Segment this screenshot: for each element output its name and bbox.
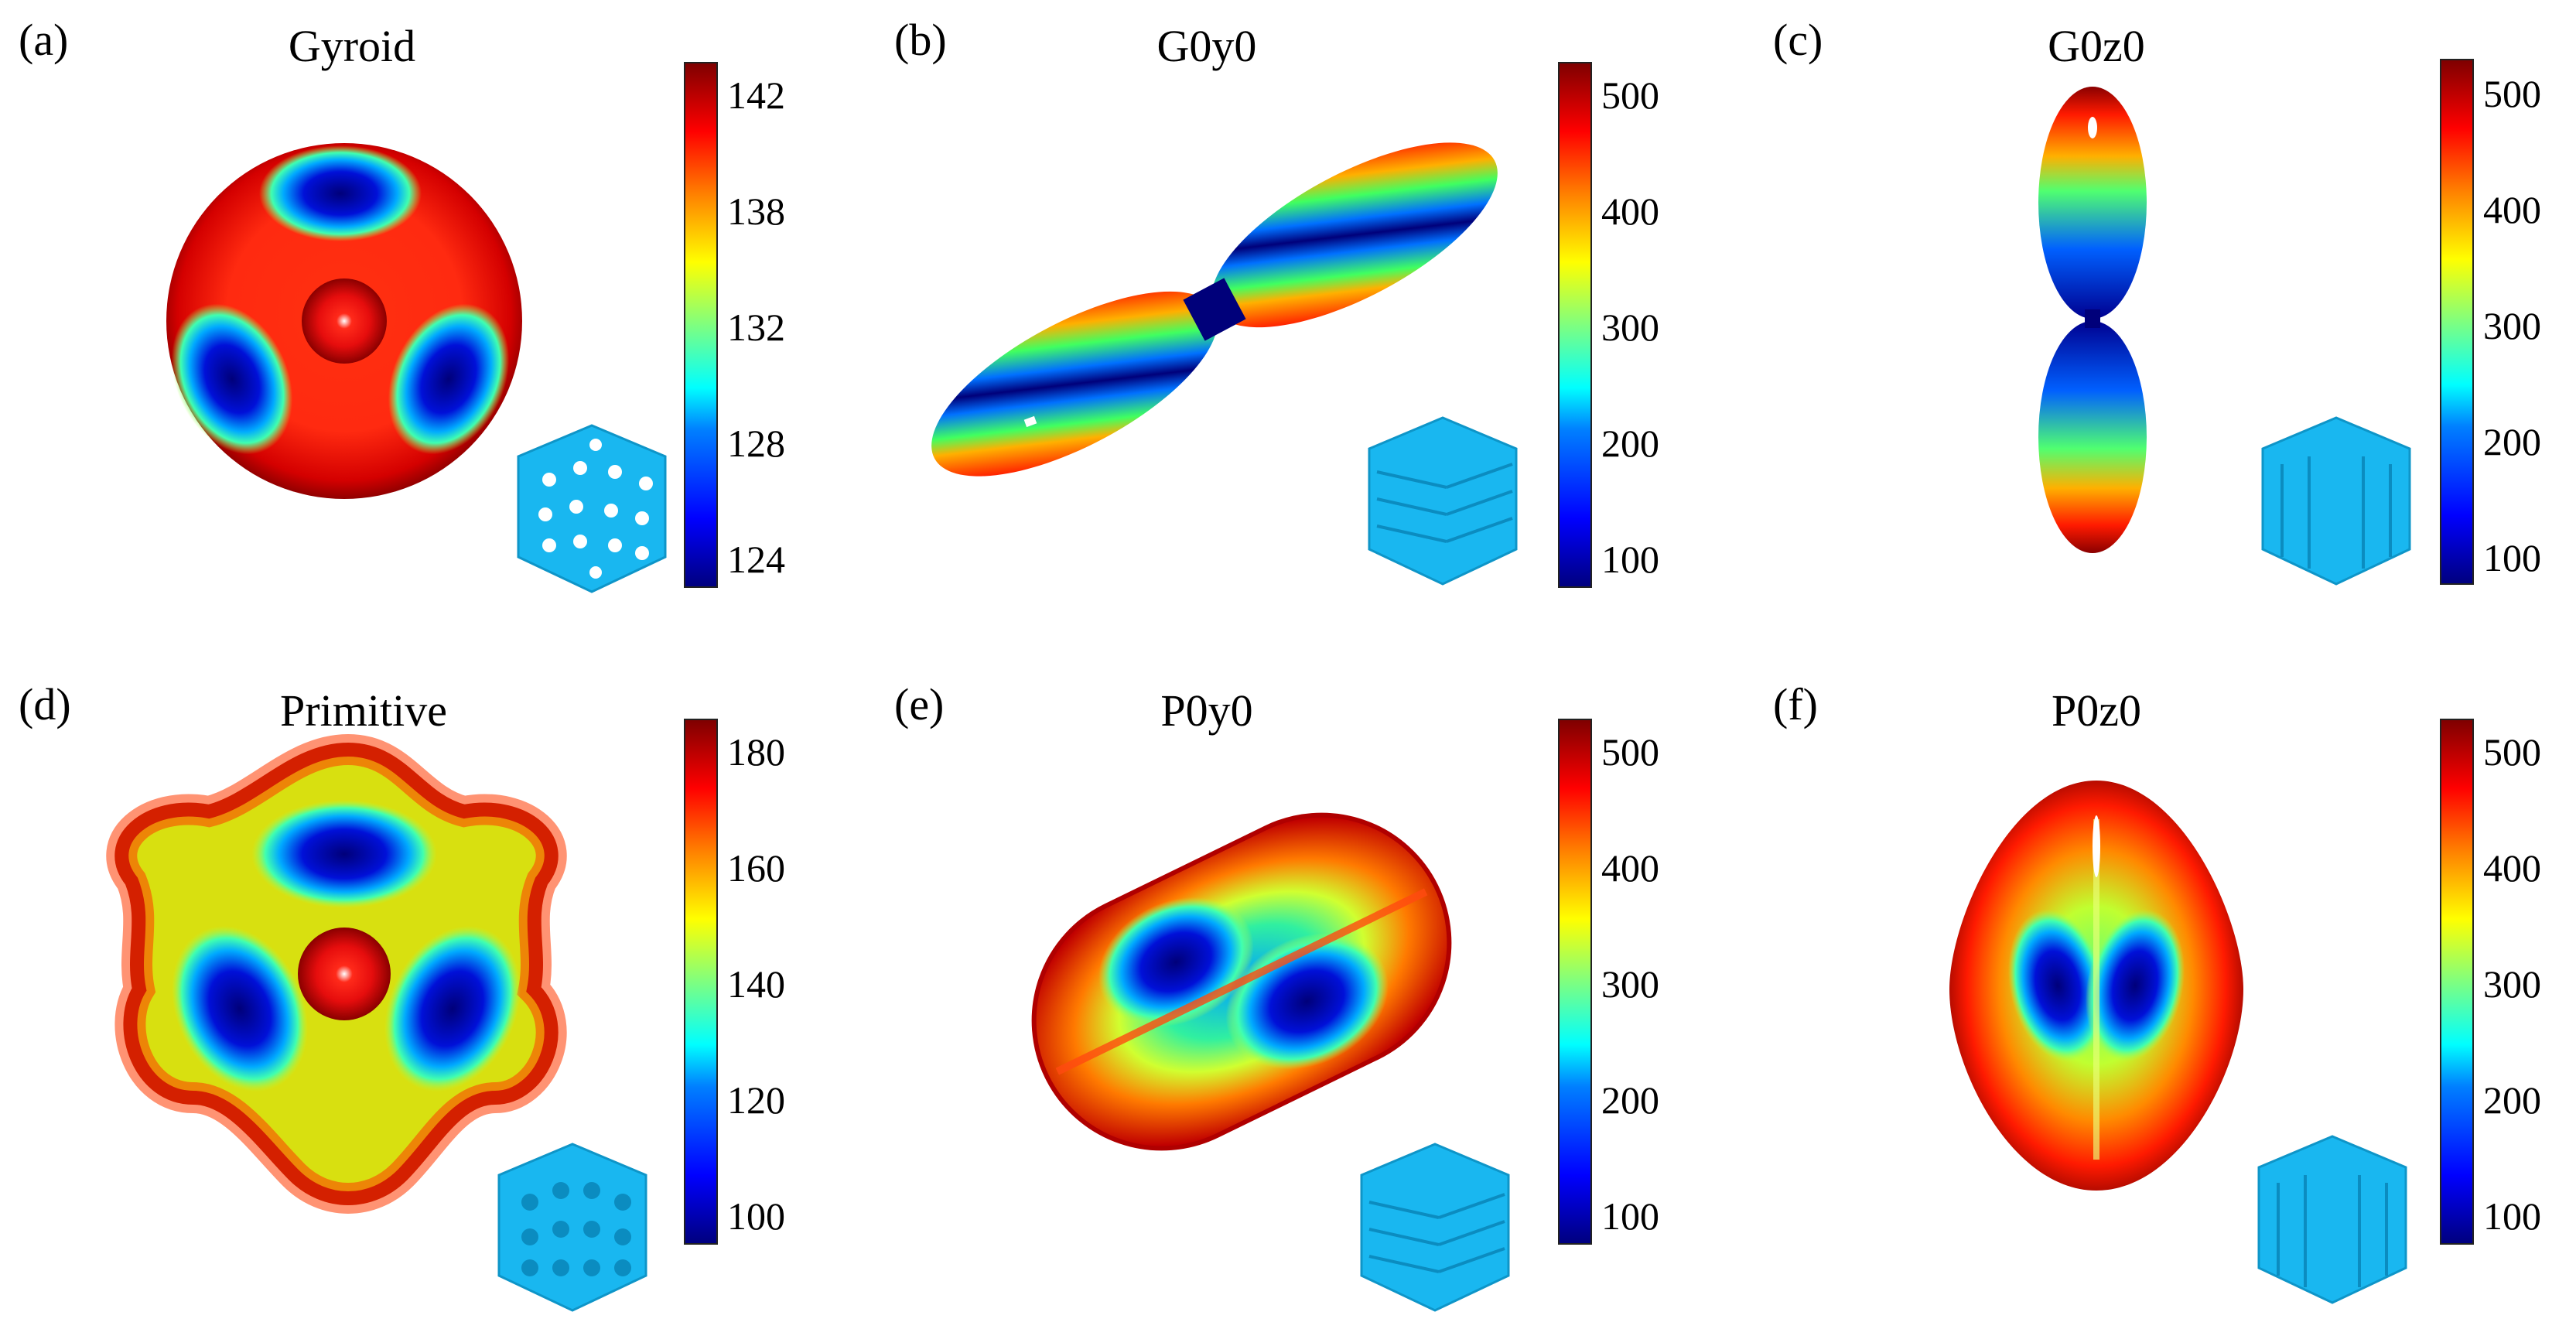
panel-title: Primitive (280, 685, 447, 736)
tick-label: 200 (1601, 1078, 1659, 1122)
tick-label: 300 (2483, 962, 2541, 1006)
tick-label: 300 (1601, 306, 1659, 349)
tick-label: 132 (727, 306, 785, 349)
colorbar (684, 62, 718, 588)
tick-label: 500 (2483, 72, 2541, 115)
g0y0-lobe-plot (931, 142, 1498, 477)
tick-label: 300 (1601, 962, 1659, 1006)
tick-label: 500 (1601, 73, 1659, 117)
tick-label: 100 (1601, 538, 1659, 581)
panel-e: (e) P0y0 500 400 300 200 100 (859, 664, 1717, 1329)
panel-title: G0y0 (1156, 21, 1257, 71)
panel-label: (e) (894, 679, 945, 729)
panel-label: (a) (19, 15, 69, 65)
panel-label: (f) (1773, 679, 1818, 729)
panel-c: (c) G0z0 500 400 300 200 100 (1717, 0, 2576, 664)
g0z0-lattice-icon (2261, 416, 2411, 586)
tick-label: 300 (2483, 304, 2541, 347)
p0y0-lattice-icon (1360, 1143, 1510, 1312)
g0z0-lobe-plot (2038, 87, 2147, 553)
tick-label: 138 (727, 190, 785, 233)
panel-label: (d) (19, 679, 71, 729)
colorbar (1558, 62, 1592, 588)
tick-label: 200 (2483, 1078, 2541, 1122)
colorbar (684, 719, 718, 1245)
colorbar (2440, 59, 2474, 585)
p0z0-lattice-icon (2257, 1135, 2407, 1304)
tick-label: 142 (727, 73, 785, 117)
tick-label: 140 (727, 962, 785, 1006)
gyroid-lattice-icon (517, 424, 667, 593)
colorbar (1558, 719, 1592, 1245)
g0y0-lattice-icon (1368, 416, 1518, 586)
primitive-lattice-icon (497, 1143, 647, 1312)
panel-d: (d) Primitive 180 160 140 120 100 (0, 664, 859, 1329)
tick-label: 180 (727, 730, 785, 774)
tick-label: 400 (2483, 188, 2541, 231)
tick-label: 100 (2483, 536, 2541, 579)
tick-label: 400 (1601, 190, 1659, 233)
tick-label: 100 (1601, 1194, 1659, 1238)
panel-title: Gyroid (288, 21, 416, 71)
primitive-surface-plot (106, 733, 567, 1214)
tick-label: 500 (1601, 730, 1659, 774)
gyroid-sphere-plot (166, 143, 522, 499)
tick-label: 200 (2483, 420, 2541, 463)
tick-label: 400 (1601, 846, 1659, 890)
tick-label: 120 (727, 1078, 785, 1122)
tick-label: 100 (727, 1194, 785, 1238)
panel-b: (b) G0y0 500 400 300 200 100 (859, 0, 1717, 664)
tick-label: 400 (2483, 846, 2541, 890)
panel-title: P0y0 (1160, 685, 1253, 736)
panel-label: (b) (894, 15, 947, 65)
panel-a: (a) Gyroid 142 138 132 128 124 (0, 0, 859, 664)
tick-label: 100 (2483, 1194, 2541, 1238)
panel-f: (f) P0z0 500 400 300 200 100 (1717, 664, 2576, 1329)
tick-label: 160 (727, 846, 785, 890)
tick-label: 124 (727, 538, 785, 581)
p0z0-surface-plot (1949, 781, 2243, 1191)
panel-title: G0z0 (2048, 21, 2145, 71)
p0y0-surface-plot (1031, 812, 1452, 1151)
panel-title: P0z0 (2052, 685, 2141, 736)
colorbar (2440, 719, 2474, 1245)
tick-label: 128 (727, 422, 785, 465)
tick-label: 200 (1601, 422, 1659, 465)
tick-label: 500 (2483, 730, 2541, 774)
panel-label: (c) (1773, 15, 1823, 65)
